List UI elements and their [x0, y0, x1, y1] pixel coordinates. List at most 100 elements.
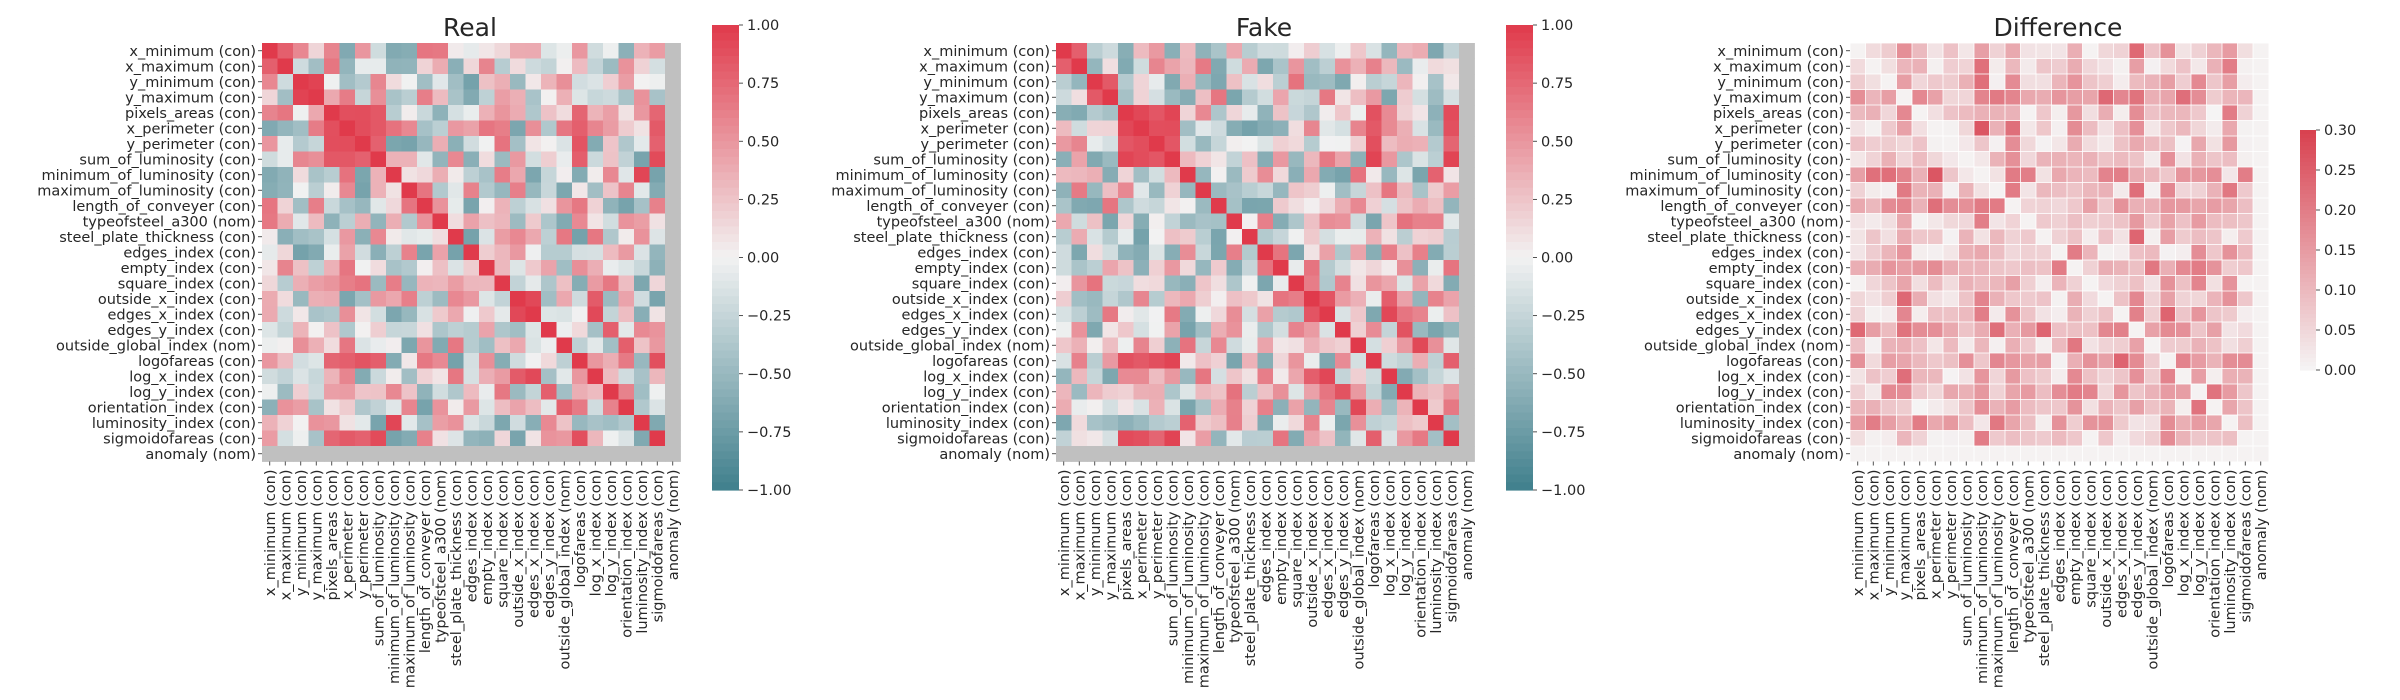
heatmap-cell [1071, 182, 1088, 199]
heatmap-cell [1071, 446, 1088, 462]
heatmap-cell [1071, 136, 1088, 152]
heatmap-cell [510, 384, 526, 400]
heatmap-cell [1288, 74, 1305, 90]
heatmap-cell [494, 322, 511, 338]
heatmap-cell [665, 306, 681, 323]
heatmap-cell [1087, 105, 1103, 121]
column-label: log_y_index (con) [1398, 470, 1414, 597]
heatmap-cell [2206, 42, 2223, 60]
heatmap-cell [1412, 291, 1429, 307]
heatmap-cell [665, 446, 681, 462]
heatmap-cell [2066, 197, 2084, 215]
heatmap-cell [1366, 105, 1382, 121]
heatmap-cell [2113, 42, 2130, 60]
heatmap-cell [2082, 228, 2099, 246]
heatmap-cell [1958, 306, 1975, 323]
heatmap-cell [324, 151, 340, 168]
colorbar-segment [1506, 335, 1533, 344]
heatmap-cell [2190, 42, 2208, 60]
heatmap-cell [401, 151, 418, 168]
heatmap-cell [417, 213, 433, 230]
heatmap-cell [2252, 399, 2270, 416]
colorbar-tick-label: 0.75 [747, 76, 779, 92]
colorbar-segment [712, 311, 739, 321]
heatmap-cell [1927, 275, 1944, 292]
heatmap-cell [2206, 166, 2223, 184]
heatmap-cell [324, 58, 340, 75]
heatmap-cell [2082, 414, 2099, 432]
heatmap-cell [479, 151, 495, 168]
heatmap-cell [1443, 337, 1460, 354]
heatmap-cell [1989, 259, 2006, 277]
heatmap-cell [308, 182, 325, 199]
heatmap-cell [1849, 42, 1867, 60]
colorbar-segment [2300, 262, 2316, 267]
heatmap-cell [1443, 353, 1460, 369]
heatmap-cell [1443, 322, 1460, 338]
heatmap-cell [308, 58, 325, 75]
heatmap-cell [1880, 430, 1898, 447]
heatmap-cell [1226, 430, 1243, 447]
heatmap-cell [1180, 353, 1196, 369]
heatmap-cell [1911, 399, 1929, 416]
heatmap-cell [556, 384, 573, 400]
row-label: sum_of_luminosity (con) [873, 152, 1050, 168]
heatmap-cell [2159, 120, 2177, 137]
heatmap-cell [463, 74, 480, 90]
heatmap-cell [1319, 306, 1336, 323]
heatmap-cell [1335, 415, 1351, 431]
heatmap-cell [1257, 213, 1274, 230]
heatmap-cell [479, 105, 495, 121]
heatmap-cell [1350, 151, 1367, 168]
heatmap-cell [2128, 166, 2146, 184]
heatmap-cell [1149, 136, 1165, 152]
heatmap-cell [401, 244, 418, 261]
heatmap-cell [432, 399, 449, 416]
heatmap-cell [649, 353, 666, 369]
heatmap-cell [1149, 275, 1165, 292]
heatmap-cell [587, 151, 604, 168]
column-label: edges_x_index (con) [1320, 470, 1336, 619]
heatmap-cell [1118, 89, 1134, 106]
heatmap-cell [1942, 399, 1960, 416]
heatmap-cell [277, 213, 294, 230]
heatmap-cell [1164, 353, 1181, 369]
heatmap-cell [1133, 260, 1150, 276]
heatmap-cell [525, 198, 542, 214]
heatmap-cell [401, 353, 418, 369]
heatmap-cell [401, 306, 418, 323]
heatmap-cell [2097, 58, 2115, 75]
heatmap-cell [2144, 337, 2161, 354]
heatmap-cell [603, 89, 619, 106]
heatmap-cell [2066, 228, 2084, 246]
heatmap-cell [649, 198, 666, 214]
heatmap-cell [1880, 120, 1898, 137]
heatmap-cell [634, 291, 650, 307]
heatmap-cell [1149, 74, 1165, 90]
heatmap-cell [1164, 244, 1181, 261]
column-label: length_of_conveyer (con) [418, 470, 434, 654]
heatmap-cell [2097, 430, 2115, 447]
colorbar-segment [712, 273, 739, 282]
heatmap-cell [1304, 415, 1320, 431]
heatmap-cell [2237, 275, 2254, 292]
heatmap-cell [1459, 105, 1475, 121]
heatmap-cell [1180, 58, 1196, 75]
heatmap-cell [1911, 352, 1929, 370]
heatmap-cell [2097, 445, 2115, 463]
heatmap-cell [2252, 259, 2270, 277]
heatmap-cell [1335, 275, 1351, 292]
heatmap-cell [1226, 167, 1243, 183]
heatmap-cell [603, 275, 619, 292]
heatmap-cell [572, 322, 588, 338]
heatmap-cell [1304, 244, 1320, 261]
heatmap-cell [324, 446, 340, 462]
heatmap-cell [1211, 89, 1227, 106]
heatmap-cell [277, 399, 294, 416]
colorbar: 1.000.750.500.250.00−0.25−0.50−0.75−1.00 [1506, 18, 1585, 499]
heatmap-cell [1133, 229, 1150, 245]
heatmap-cell [401, 182, 418, 199]
colorbar-segment [1506, 125, 1533, 135]
heatmap-cell [1102, 291, 1119, 307]
heatmap-cell [1942, 430, 1960, 447]
